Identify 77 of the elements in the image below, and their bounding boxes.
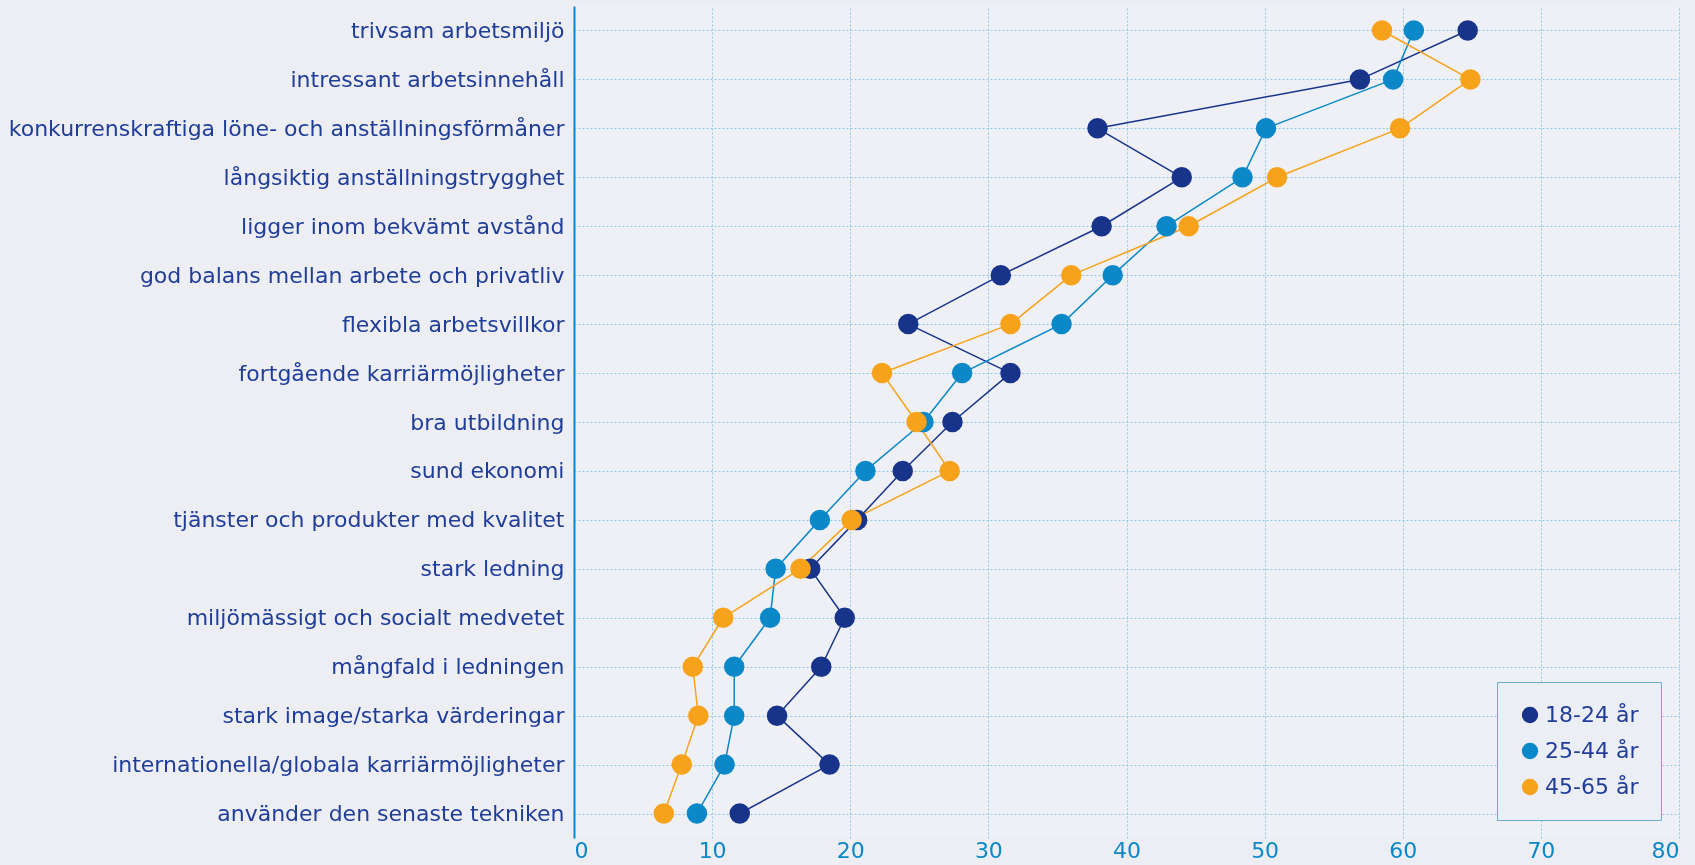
point	[811, 656, 832, 677]
point	[723, 705, 745, 726]
point	[759, 607, 781, 628]
point	[766, 705, 788, 726]
y-tick-label: tjänster och produkter med kvalitet	[173, 507, 565, 533]
y-tick-label: fortgående karriärmöjligheter	[238, 360, 566, 386]
point	[906, 411, 927, 433]
point	[1460, 69, 1481, 90]
point	[939, 460, 960, 482]
point	[712, 607, 734, 628]
point	[790, 558, 811, 580]
point	[1266, 167, 1288, 188]
point	[1087, 118, 1108, 139]
point	[942, 411, 963, 433]
y-tick-label: bra utbildning	[410, 409, 565, 435]
legend-label: 18-24 år	[1545, 702, 1640, 727]
x-tick-label: 10	[698, 837, 727, 863]
point	[723, 656, 745, 677]
y-tick-label: stark ledning	[420, 556, 565, 582]
point	[1061, 264, 1082, 286]
x-tick-label: 20	[836, 837, 865, 863]
y-tick-label: miljömässigt och socialt medvetet	[186, 605, 565, 631]
point	[1255, 118, 1277, 139]
point	[855, 460, 876, 482]
point	[653, 803, 675, 824]
point	[841, 509, 862, 531]
y-tick-label: långsiktig anställningstrygghet	[223, 164, 565, 190]
point	[1457, 20, 1478, 41]
point	[990, 264, 1012, 286]
point	[1382, 69, 1404, 90]
y-tick-label: trivsam arbetsmiljö	[350, 17, 565, 43]
point	[1403, 20, 1425, 41]
y-tick-label: flexibla arbetsvillkor	[341, 311, 566, 337]
point	[898, 313, 919, 335]
y-tick-label: konkurrenskraftiga löne- och anställningsförmåner	[8, 115, 566, 141]
point	[809, 509, 831, 531]
point	[1051, 313, 1072, 335]
point	[686, 803, 708, 824]
legend-label: 45-65 år	[1545, 774, 1640, 799]
y-tick-label: stark image/starka värderingar	[222, 703, 566, 729]
x-tick-label: 50	[1251, 837, 1280, 863]
x-tick-label: 80	[1651, 837, 1680, 863]
y-tick-label: sund ekonomi	[410, 458, 565, 484]
point	[1389, 118, 1411, 139]
point	[871, 362, 893, 384]
point	[1091, 216, 1112, 237]
point	[1000, 362, 1021, 384]
point	[1156, 216, 1177, 237]
legend-label: 25-44 år	[1545, 738, 1640, 763]
point	[688, 705, 709, 726]
y-tick-label: intressant arbetsinnehåll	[290, 66, 565, 92]
x-tick-label: 40	[1113, 837, 1141, 863]
point	[1102, 264, 1123, 286]
x-tick-label: 30	[974, 837, 1003, 863]
point	[682, 656, 704, 677]
y-tick-label: använder den senaste tekniken	[217, 801, 565, 827]
point	[951, 362, 973, 384]
point	[1371, 20, 1393, 41]
point	[1178, 216, 1199, 237]
x-tick-label: 60	[1389, 837, 1418, 863]
point	[892, 460, 913, 482]
point	[1232, 167, 1253, 188]
y-tick-label: ligger inom bekvämt avstånd	[241, 213, 565, 239]
point	[729, 803, 750, 824]
point	[1171, 167, 1192, 188]
y-tick-label: god balans mellan arbete och privatliv	[139, 262, 565, 288]
point	[834, 607, 855, 628]
y-tick-label: internationella/globala karriärmöjligheter	[112, 752, 566, 778]
y-tick-label: mångfald i ledningen	[331, 654, 565, 680]
point	[765, 558, 786, 580]
x-tick-label: 70	[1527, 837, 1556, 863]
point	[671, 754, 692, 775]
point	[714, 754, 735, 775]
point	[819, 754, 840, 775]
point	[1349, 69, 1371, 90]
point	[1000, 313, 1021, 335]
x-tick-label: 0	[574, 837, 589, 863]
